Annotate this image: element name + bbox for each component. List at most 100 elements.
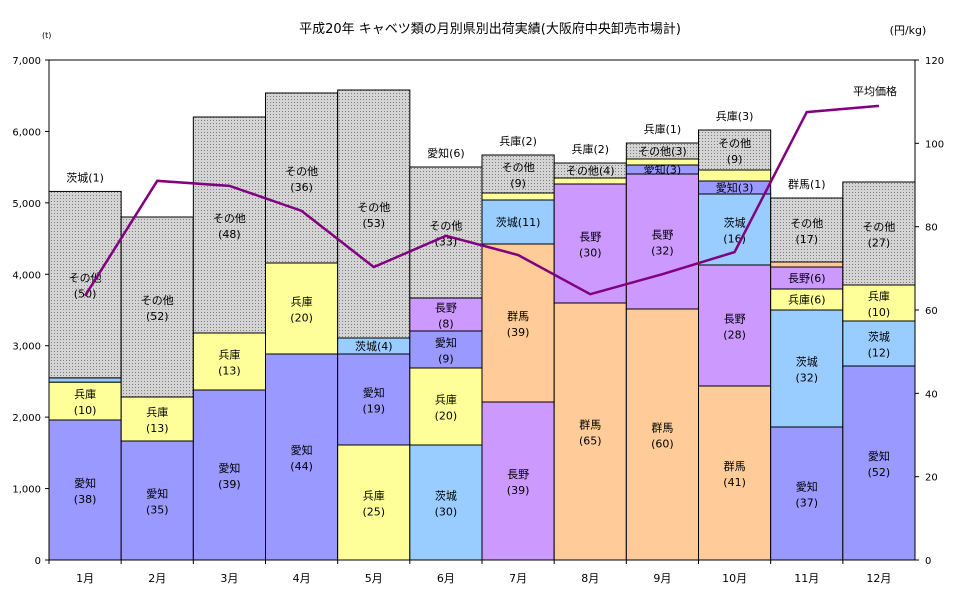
x-tick-label: 11月 (794, 572, 819, 585)
x-tick-label: 1月 (76, 572, 94, 585)
bar-segment (265, 353, 339, 561)
segment-share: (41) (723, 476, 746, 489)
segment-label: 群馬 (507, 309, 529, 323)
x-tick-label: 7月 (509, 572, 527, 585)
bar-segment (48, 419, 122, 561)
bar-segment (192, 389, 266, 561)
bar-segment (265, 262, 339, 355)
bar-segment (409, 166, 483, 299)
segment-share: (60) (651, 438, 674, 451)
segment-label: その他 (790, 217, 823, 230)
segment-share: (17) (795, 233, 818, 246)
bar-segment (337, 353, 411, 446)
segment-label: 愛知 (435, 336, 457, 350)
above-label: 愛知(6) (427, 146, 465, 160)
segment-share: (9) (438, 353, 454, 366)
bar-segment (120, 440, 194, 561)
segment-label: その他(3) (638, 145, 687, 158)
segment-share: (39) (218, 478, 241, 491)
bar-segment (842, 181, 916, 286)
x-tick-label: 6月 (437, 572, 455, 585)
segment-share: (32) (795, 372, 818, 385)
segment-label: 群馬 (724, 459, 746, 473)
segment-share: (32) (651, 245, 674, 258)
segment-label: その他 (429, 220, 462, 233)
y-tick-label: 2,000 (12, 413, 41, 424)
segment-label: その他 (141, 294, 174, 307)
y-tick-label: 3,000 (12, 342, 41, 353)
segment-share: (37) (795, 497, 818, 510)
above-label: 兵庫(1) (644, 122, 682, 136)
bar-segment (48, 377, 122, 383)
bar-segment (553, 302, 627, 561)
bar-segment (409, 444, 483, 561)
above-label: 群馬(1) (788, 177, 826, 191)
segment-label: 長野 (651, 229, 673, 242)
segment-label: 長野(6) (788, 272, 826, 285)
segment-label: 愛知 (868, 449, 890, 463)
bar-segment (770, 261, 844, 268)
x-tick-label: 12月 (866, 572, 891, 585)
above-label: 兵庫(2) (571, 142, 609, 156)
bar-segment (698, 129, 772, 171)
bar-segment (553, 177, 627, 185)
segment-share: (28) (723, 329, 746, 342)
segment-label: 茨城 (435, 489, 457, 503)
segment-share: (27) (868, 237, 891, 250)
bar-segment (553, 183, 627, 304)
segment-label: その他(4) (566, 165, 615, 178)
segment-share: (52) (146, 310, 169, 323)
y-tick-label: 6,000 (12, 127, 41, 138)
chart-title: 平成20年 キャベツ類の月別県別出荷実績(大阪府中央卸売市場計) (299, 21, 681, 37)
bar-segment (48, 190, 122, 379)
segment-share: (39) (507, 326, 530, 339)
segment-label: 群馬 (579, 418, 601, 432)
above-label: 兵庫(3) (716, 109, 754, 123)
price-line (84, 104, 880, 297)
bar-segment (48, 381, 122, 421)
segment-share: (20) (290, 312, 313, 325)
segment-share: (9) (510, 177, 526, 190)
segment-label: 兵庫(6) (788, 293, 826, 307)
bar-segment (625, 308, 699, 561)
bar-segment (842, 320, 916, 367)
segment-label: 茨城 (868, 330, 890, 344)
y-tick-label: 4,000 (12, 270, 41, 281)
bar-segment (409, 297, 483, 332)
segment-label: 群馬 (651, 421, 673, 435)
bar-segment (481, 401, 555, 561)
bar-segment (192, 332, 266, 391)
segment-label: 兵庫 (868, 289, 890, 303)
y2-tick-label: 100 (925, 139, 944, 150)
segment-label: 兵庫 (363, 489, 385, 503)
segment-label: その他 (718, 137, 751, 150)
segment-share: (10) (74, 404, 97, 417)
x-tick-label: 5月 (365, 572, 383, 585)
segment-share: (36) (290, 181, 313, 194)
segment-label: 茨城(4) (355, 339, 393, 353)
y-tick-label: 1,000 (12, 485, 41, 496)
y2-tick-label: 80 (925, 223, 938, 234)
x-tick-label: 2月 (148, 572, 166, 585)
y-axis-label: (t) (42, 31, 51, 40)
segment-label: 長野 (507, 468, 529, 481)
x-tick-label: 9月 (653, 572, 671, 585)
segment-share: (38) (74, 493, 97, 506)
segment-label: 兵庫 (74, 387, 96, 401)
bar-segment (120, 396, 194, 442)
line-label: 平均価格 (853, 84, 897, 98)
segment-share: (12) (868, 347, 891, 360)
segment-share: (13) (146, 422, 169, 435)
segment-label: 茨城(11) (496, 215, 541, 229)
bar-segment (770, 426, 844, 561)
y2-tick-label: 20 (925, 473, 938, 484)
x-tick-label: 3月 (220, 572, 238, 585)
bar-segment (192, 116, 266, 334)
segment-label: 兵庫 (291, 295, 313, 309)
y2-tick-label: 0 (925, 556, 931, 567)
bar-segment (842, 365, 916, 561)
bar-segment (770, 309, 844, 428)
segment-label: 愛知(3) (716, 181, 754, 195)
bar-segment (625, 173, 699, 310)
